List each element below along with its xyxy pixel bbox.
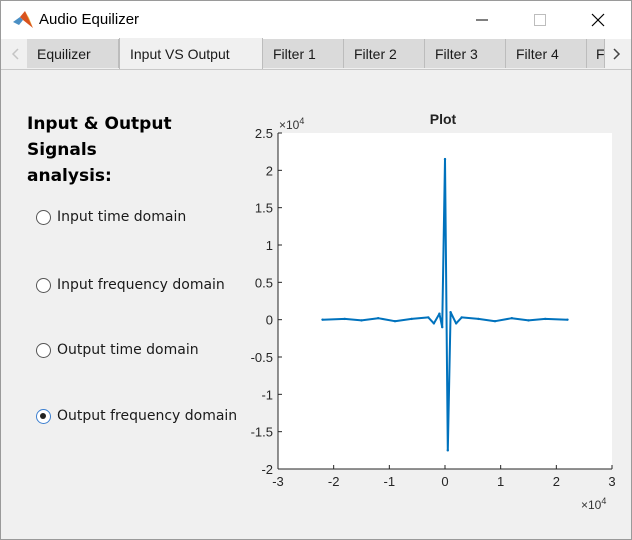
y-tick-label: 2 bbox=[266, 163, 273, 178]
minimize-button[interactable] bbox=[459, 1, 505, 39]
tab-filter-4[interactable]: Filter 4 bbox=[506, 39, 587, 68]
data-point bbox=[438, 312, 441, 315]
radio-button[interactable] bbox=[36, 209, 51, 225]
maximize-button[interactable] bbox=[517, 1, 563, 39]
data-point bbox=[449, 311, 452, 314]
tab-label: Filter 4 bbox=[516, 45, 559, 62]
y-tick-label: 0.5 bbox=[255, 275, 273, 290]
data-point bbox=[441, 325, 444, 329]
window-title: Audio Equilizer bbox=[39, 11, 140, 28]
tab-scroll-left-button[interactable] bbox=[3, 39, 27, 69]
y-exponent-base: ×10 bbox=[279, 118, 300, 132]
data-point bbox=[460, 316, 463, 319]
tab-label: Filter 1 bbox=[273, 45, 316, 62]
y-tick-label: -0.5 bbox=[251, 350, 273, 365]
tab-label: Filter 3 bbox=[435, 45, 478, 62]
radio-input-frequency-domain[interactable]: Input frequency domain bbox=[36, 275, 225, 295]
radio-label: Output frequency domain bbox=[57, 408, 238, 424]
data-point bbox=[360, 319, 363, 322]
tab-filter-3[interactable]: Filter 3 bbox=[425, 39, 506, 68]
data-point bbox=[432, 322, 436, 325]
data-point bbox=[321, 318, 324, 321]
data-point bbox=[343, 317, 346, 321]
data-point bbox=[510, 316, 513, 320]
x-tick-label: 1 bbox=[497, 474, 504, 489]
radio-label: Input frequency domain bbox=[57, 277, 225, 293]
data-point bbox=[446, 449, 449, 452]
chevron-left-icon bbox=[11, 48, 19, 60]
close-button[interactable] bbox=[575, 1, 621, 39]
x-tick-label: 2 bbox=[553, 474, 560, 489]
data-point bbox=[377, 316, 380, 320]
radio-input-time-domain[interactable]: Input time domain bbox=[36, 207, 186, 227]
data-point bbox=[454, 322, 458, 325]
tab-bar: Equilizer Input VS Output Filter 1 Filte… bbox=[1, 38, 631, 70]
heading-line-1: Input & Output Signals bbox=[27, 114, 172, 160]
x-tick-label: -2 bbox=[328, 474, 340, 489]
section-heading: Input & Output Signals analysis: bbox=[27, 111, 247, 189]
data-point bbox=[427, 316, 430, 319]
maximize-icon bbox=[534, 14, 546, 26]
signal-plot: Plot ×104 ×104 -3 -2 -1 0 1 2 3-2-1.5-1-0.500.… bbox=[251, 111, 616, 512]
x-exponent-power: 4 bbox=[601, 496, 606, 506]
title-bar: Audio Equilizer bbox=[1, 1, 631, 39]
y-tick-label: 1 bbox=[266, 238, 273, 253]
tab-label: Input VS Output bbox=[130, 45, 230, 62]
radio-label: Input time domain bbox=[57, 209, 187, 225]
tab-equilizer[interactable]: Equilizer bbox=[27, 39, 119, 68]
y-tick-label: -1.5 bbox=[251, 425, 273, 440]
radio-label: Output time domain bbox=[57, 342, 199, 358]
plot-title: Plot bbox=[430, 111, 457, 127]
x-exponent-label: ×104 bbox=[581, 496, 606, 512]
data-point bbox=[477, 317, 480, 321]
radio-output-frequency-domain[interactable]: Output frequency domain bbox=[36, 406, 237, 426]
tab-filter-1[interactable]: Filter 1 bbox=[263, 39, 344, 68]
radio-output-time-domain[interactable]: Output time domain bbox=[36, 340, 199, 360]
y-tick-label: 0 bbox=[266, 313, 273, 328]
tab-filter-2[interactable]: Filter 2 bbox=[344, 39, 425, 68]
tab-filter-5-partial[interactable]: F bbox=[587, 39, 605, 68]
y-tick-label: 1.5 bbox=[255, 201, 273, 216]
y-tick-label: 2.5 bbox=[255, 126, 273, 141]
tab-scroll-right-button[interactable] bbox=[605, 39, 629, 69]
data-point bbox=[410, 317, 413, 321]
radio-button[interactable] bbox=[36, 277, 51, 293]
close-icon bbox=[591, 13, 605, 27]
x-exponent-base: ×10 bbox=[581, 498, 602, 512]
data-point bbox=[493, 319, 497, 323]
matlab-logo-icon bbox=[13, 11, 33, 28]
radio-button[interactable] bbox=[36, 342, 51, 358]
data-point bbox=[443, 157, 447, 161]
y-exponent-label: ×104 bbox=[279, 116, 304, 132]
y-exponent-power: 4 bbox=[299, 116, 304, 126]
radio-button-selected[interactable] bbox=[36, 408, 51, 424]
data-point bbox=[393, 319, 397, 323]
data-point bbox=[544, 317, 547, 321]
x-tick-label: -3 bbox=[272, 474, 284, 489]
data-point bbox=[527, 319, 530, 322]
heading-line-2: analysis: bbox=[27, 166, 112, 186]
tab-label: Filter 2 bbox=[354, 45, 397, 62]
tab-label: F bbox=[596, 45, 605, 62]
tab-input-vs-output[interactable]: Input VS Output bbox=[119, 38, 263, 69]
x-tick-label: 3 bbox=[608, 474, 615, 489]
y-tick-label: -2 bbox=[261, 462, 273, 477]
x-tick-label: 0 bbox=[441, 474, 448, 489]
data-point bbox=[566, 318, 569, 321]
x-tick-label: -1 bbox=[384, 474, 396, 489]
minimize-icon bbox=[476, 19, 488, 21]
y-tick-label: -1 bbox=[261, 387, 273, 402]
series-marks bbox=[321, 157, 569, 452]
chevron-right-icon bbox=[613, 48, 621, 60]
axes: -3 -2 -1 0 1 2 3-2-1.5-1-0.500.511.522.5 bbox=[251, 126, 616, 489]
tab-label: Equilizer bbox=[37, 45, 91, 62]
